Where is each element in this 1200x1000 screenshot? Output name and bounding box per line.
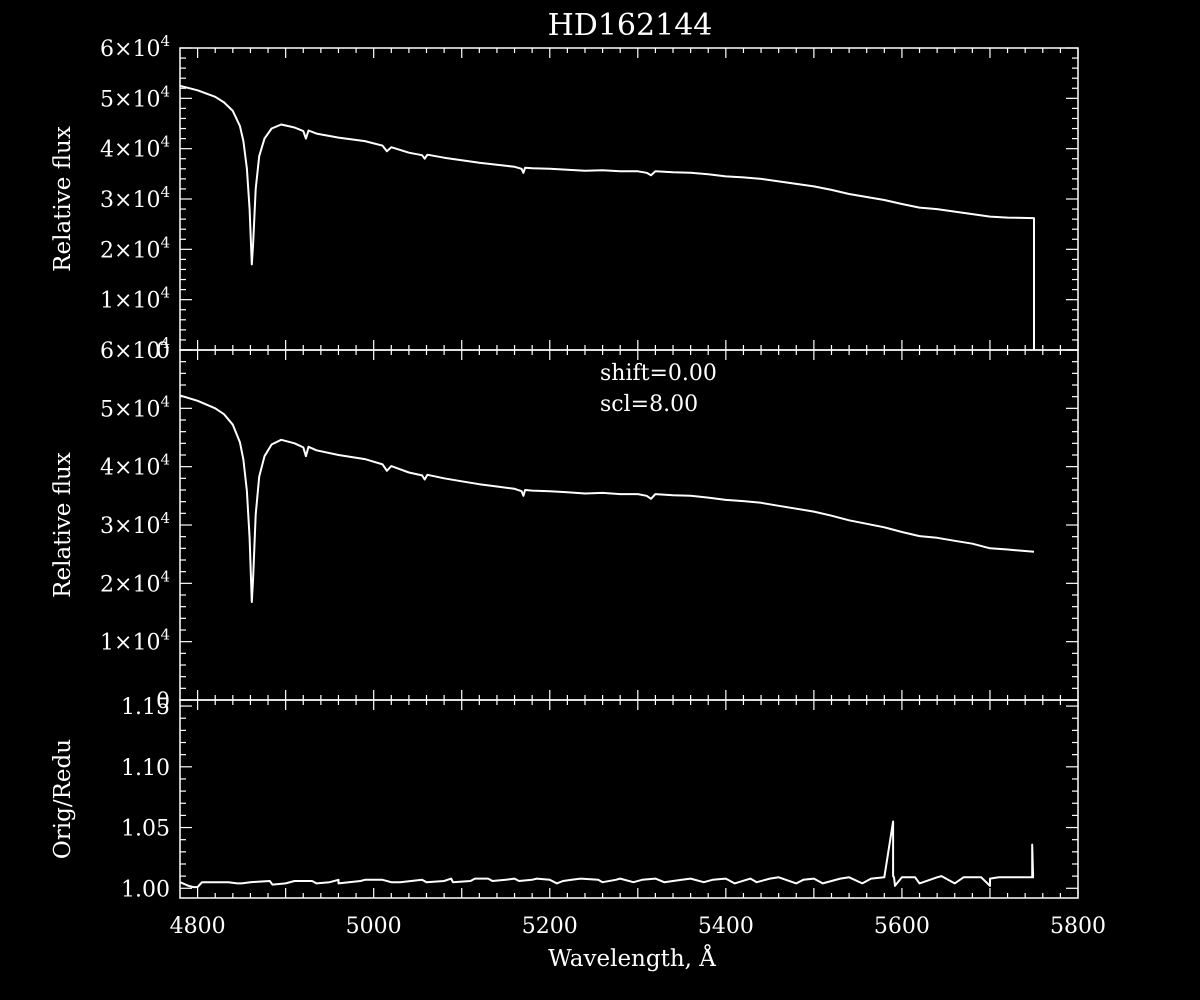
x-tick-label: 4800 [170,914,226,939]
y-tick-label: 2×104 [100,567,170,597]
y-tick-label: 6×104 [100,334,170,364]
x-tick-label: 5600 [874,914,930,939]
y-tick-label: 1.05 [121,817,170,842]
y-tick-label: 4×104 [100,451,170,481]
y-tick-label: 5×104 [100,82,170,112]
y-tick-label: 0 [156,689,170,714]
y-tick-label: 4×104 [100,133,170,163]
x-tick-label: 5000 [346,914,402,939]
x-tick-label: 5800 [1050,914,1106,939]
panel-middle: 0 1×104 2×104 3×104 4×104 5×104 6×104 Relative … [50,334,1079,714]
top-frame [179,47,1079,351]
middle-spectrum-line [180,394,1035,603]
y-tick-label: 1×104 [100,284,170,314]
y-tick-label: 1.15 [121,695,170,720]
y-tick-label: 1.10 [121,756,170,781]
x-tick-label: 5200 [522,914,578,939]
y-tick-label: 5×104 [100,392,170,422]
x-axis-title: Wavelength, Å [548,944,716,972]
y-tick-label: 3×104 [100,183,170,213]
y-tick-label: 3×104 [100,509,170,539]
y-axis-title: Orig/Redu [50,739,76,859]
bottom-spectrum-line [180,820,1035,889]
top-spectrum-line [180,84,1035,350]
panel-top: 0 1×104 2×104 3×104 4×104 5×104 6×104 Relative … [50,32,1079,364]
y-tick-label: 0 [156,339,170,364]
y-axis-title: Relative flux [50,452,76,598]
y-tick-label: 1×104 [100,626,170,656]
bottom-frame [179,699,1079,899]
x-tick-label: 5400 [698,914,754,939]
chart-title: HD162144 [548,8,713,43]
y-tick-label: 1.00 [121,877,170,902]
panel-bottom: 1.00 1.05 1.10 1.15 4800 5000 5200 5400 5600 5800… [50,695,1106,972]
annotation: shift=0.00 [600,361,717,386]
y-axis-title: Relative flux [50,126,76,272]
annotation: scl=8.00 [600,392,698,417]
y-tick-label: 6×104 [100,32,170,62]
y-tick-label: 2×104 [100,233,170,263]
